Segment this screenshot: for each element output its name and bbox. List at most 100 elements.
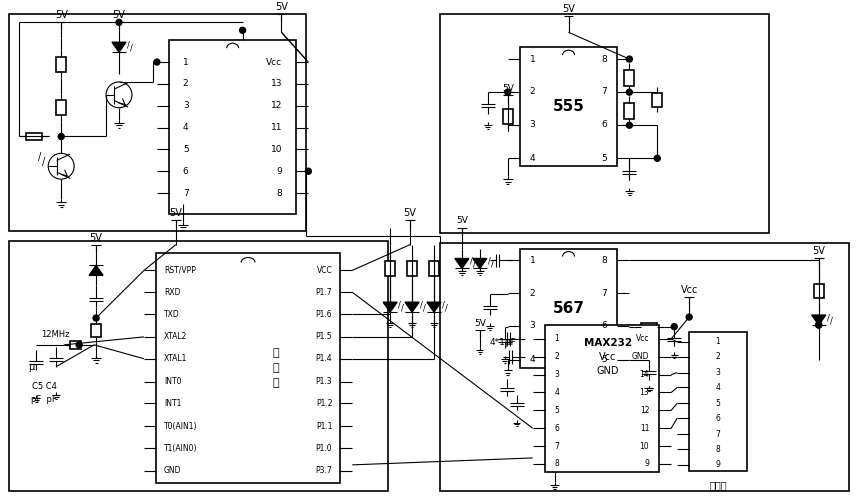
Text: 567: 567 (552, 300, 584, 316)
Bar (519, 47, 616, 166)
Bar (439, 14, 768, 232)
Text: 2: 2 (529, 288, 535, 298)
Text: 10: 10 (639, 442, 648, 450)
Bar (169, 40, 296, 214)
Text: /: / (127, 40, 130, 50)
Text: 11: 11 (270, 123, 282, 132)
Text: 8: 8 (554, 460, 559, 468)
Text: 5V: 5V (90, 232, 102, 242)
Circle shape (815, 322, 821, 328)
Text: 8: 8 (276, 188, 282, 198)
Text: /: / (38, 152, 41, 162)
Text: GND: GND (596, 366, 618, 376)
Text: 4: 4 (529, 355, 535, 364)
Text: P1.2: P1.2 (315, 399, 332, 408)
Text: 5V: 5V (811, 246, 824, 256)
Polygon shape (89, 266, 103, 276)
Text: C5 C4: C5 C4 (32, 382, 57, 391)
Circle shape (48, 154, 74, 179)
Bar (439, 242, 848, 490)
Text: 片: 片 (272, 362, 279, 372)
Text: 5V: 5V (275, 2, 288, 12)
Text: /: / (41, 157, 45, 167)
Text: 黑红棕: 黑红棕 (709, 480, 726, 490)
Circle shape (815, 322, 821, 328)
Circle shape (59, 134, 64, 140)
Text: /: / (400, 304, 404, 312)
Text: /: / (469, 257, 472, 266)
Text: VCC: VCC (316, 266, 332, 275)
Text: 5V: 5V (455, 216, 468, 226)
Text: 9: 9 (715, 460, 720, 469)
Text: μ: μ (28, 362, 34, 372)
Circle shape (239, 28, 245, 34)
Text: /: / (398, 300, 400, 310)
Text: 4: 4 (183, 123, 189, 132)
Text: 5: 5 (601, 355, 607, 364)
Bar (406, 261, 417, 276)
Bar (688, 332, 746, 471)
Text: 6: 6 (601, 120, 607, 129)
Text: 1: 1 (715, 338, 720, 346)
Circle shape (626, 122, 632, 128)
Bar (623, 70, 634, 86)
Bar (544, 325, 659, 472)
Text: 13: 13 (639, 388, 648, 397)
Text: 7: 7 (554, 442, 559, 450)
Text: 5V: 5V (170, 208, 182, 218)
Polygon shape (811, 315, 825, 325)
Polygon shape (112, 42, 126, 52)
Text: 7: 7 (601, 88, 607, 96)
Text: 555: 555 (552, 99, 584, 114)
Text: 6: 6 (715, 414, 720, 422)
Text: P1.7: P1.7 (315, 288, 332, 296)
Polygon shape (426, 302, 441, 312)
Polygon shape (473, 258, 486, 268)
Circle shape (626, 56, 632, 62)
Text: 5V: 5V (403, 208, 416, 218)
Bar (9, 240, 387, 490)
Text: /: / (130, 44, 133, 52)
Text: /: / (826, 314, 828, 322)
Text: 3: 3 (715, 368, 720, 377)
Text: P3.7: P3.7 (315, 466, 332, 475)
Text: 12: 12 (271, 101, 282, 110)
Bar (502, 109, 512, 124)
Text: 5V: 5V (474, 318, 486, 328)
Text: 4: 4 (715, 383, 720, 392)
Text: GND: GND (164, 466, 181, 475)
Text: Vcc: Vcc (598, 352, 616, 362)
Bar (519, 248, 616, 368)
Bar (623, 103, 634, 119)
Text: 1: 1 (554, 334, 559, 344)
Circle shape (626, 89, 632, 95)
Text: /: / (487, 257, 490, 266)
Bar (56, 56, 66, 72)
Text: 5: 5 (715, 399, 720, 408)
Text: INT1: INT1 (164, 399, 181, 408)
Text: /: / (419, 300, 423, 310)
Bar (641, 322, 657, 330)
Text: /: / (444, 304, 448, 312)
Text: 1: 1 (529, 256, 535, 265)
Text: XTAL1: XTAL1 (164, 354, 187, 363)
Bar (156, 252, 340, 482)
Text: 2: 2 (715, 352, 720, 361)
Circle shape (305, 168, 311, 174)
Text: 7: 7 (601, 288, 607, 298)
Text: 7: 7 (183, 188, 189, 198)
Bar (26, 132, 42, 140)
Text: Vcc: Vcc (266, 58, 282, 66)
Text: P1.5: P1.5 (315, 332, 332, 342)
Text: pF  pF: pF pF (31, 395, 57, 404)
Circle shape (653, 156, 660, 162)
Circle shape (154, 59, 159, 65)
Text: XTAL2: XTAL2 (164, 332, 187, 342)
Circle shape (76, 342, 82, 348)
Text: /: / (490, 260, 493, 269)
Text: 4*1μF: 4*1μF (489, 338, 516, 347)
Bar (56, 100, 66, 116)
Text: 14: 14 (639, 370, 648, 379)
Text: INT0: INT0 (164, 377, 181, 386)
Text: 5V: 5V (113, 10, 126, 20)
